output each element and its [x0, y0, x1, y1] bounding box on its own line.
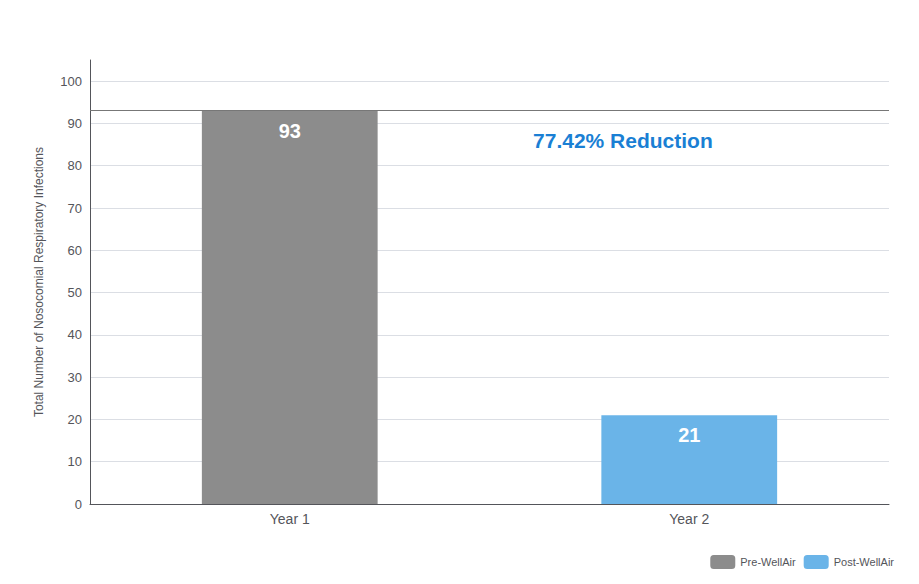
- svg-text:Year 1: Year 1: [270, 511, 310, 527]
- svg-text:10: 10: [68, 454, 82, 469]
- svg-text:30: 30: [68, 370, 82, 385]
- svg-text:90: 90: [68, 116, 82, 131]
- svg-text:60: 60: [68, 243, 82, 258]
- svg-text:80: 80: [68, 158, 82, 173]
- svg-text:21: 21: [678, 424, 700, 446]
- svg-text:Total Number of Nosocomial Res: Total Number of Nosocomial Respiratory I…: [32, 147, 46, 417]
- svg-text:40: 40: [68, 327, 82, 342]
- svg-text:Pre-WellAir: Pre-WellAir: [740, 556, 796, 568]
- svg-text:0: 0: [75, 497, 82, 512]
- svg-text:50: 50: [68, 285, 82, 300]
- svg-text:77.42% Reduction: 77.42% Reduction: [533, 129, 713, 152]
- svg-text:Year 2: Year 2: [669, 511, 709, 527]
- svg-text:70: 70: [68, 201, 82, 216]
- svg-text:20: 20: [68, 412, 82, 427]
- svg-text:93: 93: [279, 120, 301, 142]
- svg-text:100: 100: [60, 74, 82, 89]
- svg-text:Post-WellAir: Post-WellAir: [834, 556, 895, 568]
